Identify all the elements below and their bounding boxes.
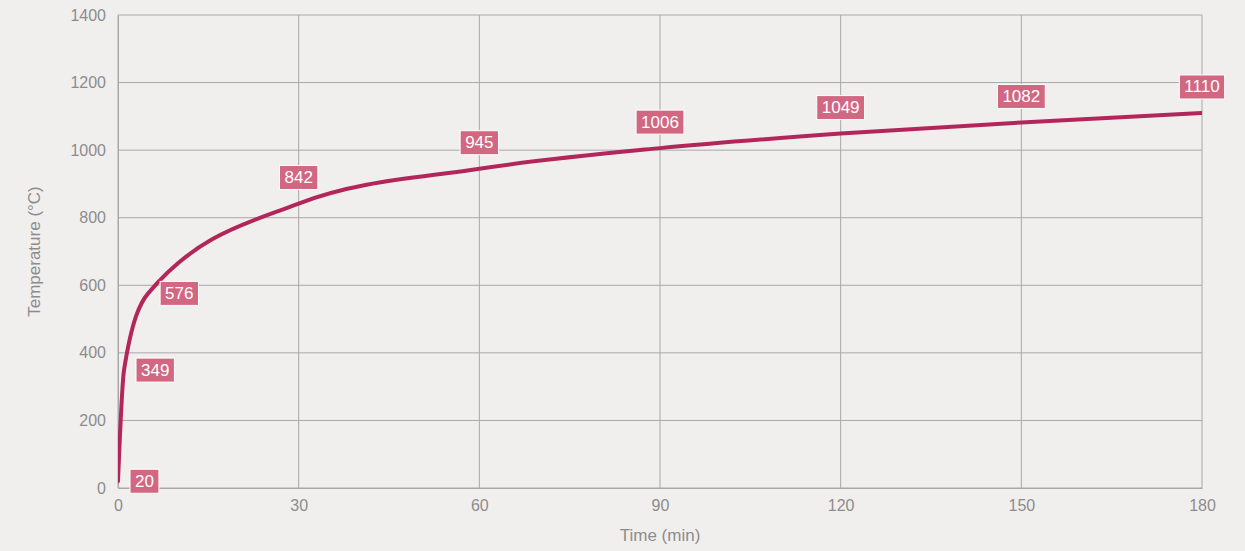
- grid-line-x: [840, 15, 841, 488]
- y-tick-label: 200: [79, 412, 106, 429]
- grid-line-x: [298, 15, 299, 488]
- x-tick: 120: [828, 488, 855, 514]
- data-labels: 20 349 576 842 945 1006 1049 1082 1110: [130, 75, 1225, 493]
- data-label: 1049: [817, 96, 865, 120]
- x-tick: 150: [1008, 488, 1035, 514]
- y-tick: 1000: [70, 142, 118, 159]
- data-label: 1082: [997, 84, 1045, 108]
- x-tick-label: 120: [828, 497, 855, 514]
- data-label-text: 20: [135, 472, 154, 491]
- data-label: 1110: [1179, 75, 1224, 99]
- grid: [118, 15, 1202, 488]
- data-label-text: 1006: [641, 113, 679, 132]
- x-axis: 0 30 60 90 120 150 180: [114, 488, 1216, 514]
- y-tick-label: 0: [97, 480, 106, 497]
- x-tick-label: 30: [290, 497, 308, 514]
- data-label: 945: [460, 131, 498, 155]
- data-label-text: 945: [465, 133, 493, 152]
- data-label-box: [817, 96, 865, 120]
- y-axis-title: Temperature (°C): [25, 186, 44, 317]
- data-label-box: [136, 358, 174, 382]
- data-label-box: [130, 469, 159, 493]
- data-label-text: 842: [284, 168, 312, 187]
- x-axis-line: [119, 488, 1203, 489]
- data-label-text: 349: [141, 361, 169, 380]
- x-tick-label: 180: [1189, 497, 1216, 514]
- data-label: 576: [160, 281, 198, 305]
- y-tick-label: 400: [79, 344, 106, 361]
- y-tick: 1400: [70, 7, 118, 24]
- y-axis: 0 200 400 600 800 1000 1200 1400: [70, 7, 118, 497]
- y-tick-label: 1000: [70, 142, 106, 159]
- y-tick-label: 600: [79, 277, 106, 294]
- y-tick: 600: [79, 277, 118, 294]
- data-label-box: [460, 131, 498, 155]
- data-label-box: [279, 166, 317, 190]
- data-label-text: 1049: [822, 98, 860, 117]
- x-tick: 180: [1189, 488, 1216, 514]
- grid-line-y: [118, 352, 1202, 353]
- x-tick: 90: [652, 488, 670, 514]
- data-label-box: [636, 110, 684, 134]
- data-label-text: 576: [165, 284, 193, 303]
- grid-line-y: [118, 82, 1202, 83]
- chart: 0 30 60 90 120 150 180 0 200 400 600 800 1000 1200 140…: [0, 0, 1245, 551]
- data-label-box: [997, 84, 1045, 108]
- grid-line-x: [479, 15, 480, 488]
- y-tick-label: 800: [79, 209, 106, 226]
- line: [118, 113, 1202, 481]
- grid-line-y: [118, 15, 1202, 16]
- x-tick-label: 0: [114, 497, 123, 514]
- grid-line-x: [118, 15, 119, 488]
- data-label-text: 1082: [1002, 87, 1040, 106]
- data-label: 1006: [636, 110, 684, 134]
- grid-line-y: [118, 285, 1202, 286]
- x-tick-label: 60: [471, 497, 489, 514]
- x-tick-label: 150: [1008, 497, 1035, 514]
- x-tick: 0: [114, 488, 123, 514]
- plot-area: [118, 113, 1202, 481]
- grid-line-y: [118, 488, 1202, 489]
- data-label: 842: [279, 166, 317, 190]
- y-tick: 200: [79, 412, 118, 429]
- data-label: 349: [136, 358, 174, 382]
- y-tick: 400: [79, 344, 118, 361]
- x-tick-label: 90: [652, 497, 670, 514]
- data-label-box: [160, 281, 198, 305]
- data-label: 20: [130, 469, 159, 493]
- y-tick: 800: [79, 209, 118, 226]
- x-tick: 30: [290, 488, 308, 514]
- y-tick-label: 1200: [70, 74, 106, 91]
- x-axis-title: Time (min): [620, 526, 701, 545]
- grid-line-x: [660, 15, 661, 488]
- x-tick: 60: [471, 488, 489, 514]
- grid-line-y: [118, 420, 1202, 421]
- y-tick: 1200: [70, 74, 118, 91]
- y-tick: 0: [97, 480, 118, 497]
- grid-line-y: [118, 217, 1202, 218]
- data-label-box: [1179, 75, 1224, 99]
- y-tick-label: 1400: [70, 7, 106, 24]
- data-label-text: 1110: [1184, 77, 1219, 96]
